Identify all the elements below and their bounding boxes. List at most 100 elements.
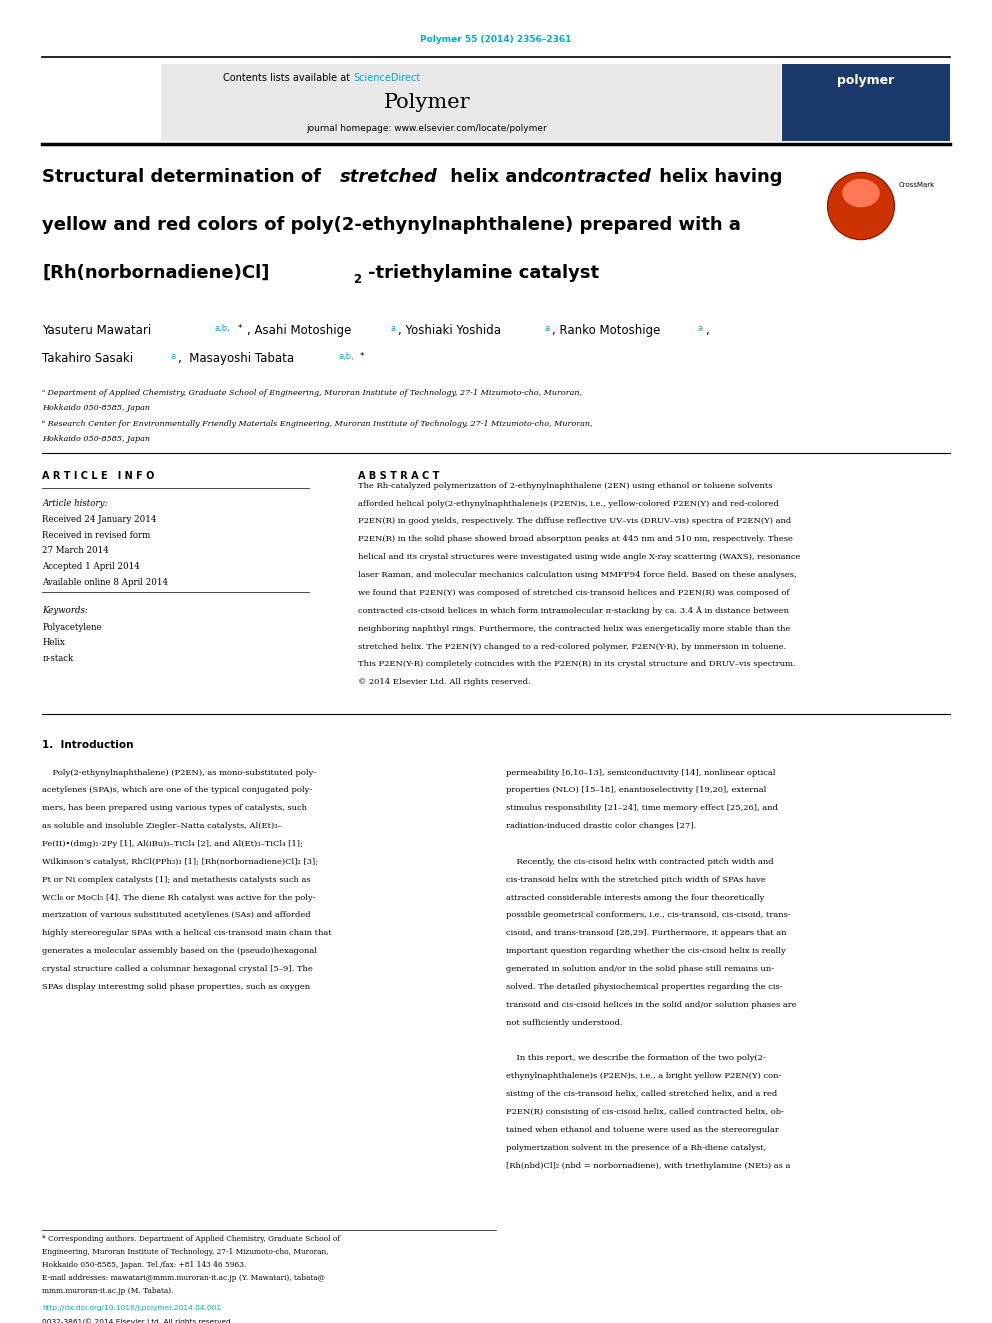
Text: ,  Masayoshi Tabata: , Masayoshi Tabata <box>179 352 295 365</box>
Text: stimulus responsibility [21–24], time memory effect [25,26], and: stimulus responsibility [21–24], time me… <box>506 804 778 812</box>
Text: neighboring naphthyl rings. Furthermore, the contracted helix was energetically : neighboring naphthyl rings. Furthermore,… <box>358 624 791 632</box>
Text: attracted considerable interests among the four theoretically: attracted considerable interests among t… <box>506 893 764 902</box>
Text: * Corresponding authors. Department of Applied Chemistry, Graduate School of: * Corresponding authors. Department of A… <box>43 1236 340 1244</box>
Text: yellow and red colors of poly(2-ethynylnaphthalene) prepared with a: yellow and red colors of poly(2-ethynyln… <box>43 217 741 234</box>
Text: transoid and cis-cisoid helices in the solid and/or solution phases are: transoid and cis-cisoid helices in the s… <box>506 1000 797 1009</box>
Text: a: a <box>171 352 176 361</box>
Text: WCl₆ or MoCl₅ [4]. The diene Rh catalyst was active for the poly-: WCl₆ or MoCl₅ [4]. The diene Rh catalyst… <box>43 893 315 902</box>
Text: 2: 2 <box>353 274 361 286</box>
Text: Contents lists available at: Contents lists available at <box>223 73 353 82</box>
Text: we found that P2EN(Y) was composed of stretched cis-transoid helices and P2EN(R): we found that P2EN(Y) was composed of st… <box>358 589 790 597</box>
Text: Received in revised form: Received in revised form <box>43 531 151 540</box>
Text: Received 24 January 2014: Received 24 January 2014 <box>43 516 157 524</box>
Text: radiation-induced drastic color changes [27].: radiation-induced drastic color changes … <box>506 822 696 830</box>
Text: Structural determination of: Structural determination of <box>43 168 327 187</box>
Text: http://dx.doi.org/10.1016/j.polymer.2014.04.001: http://dx.doi.org/10.1016/j.polymer.2014… <box>43 1304 221 1311</box>
Text: Poly(2-ethynylnaphthalene) (P2EN), as mono-substituted poly-: Poly(2-ethynylnaphthalene) (P2EN), as mo… <box>43 769 316 777</box>
Ellipse shape <box>827 172 895 239</box>
Text: , Asahi Motoshige: , Asahi Motoshige <box>247 324 352 337</box>
Text: Hokkaido 050-8585, Japan: Hokkaido 050-8585, Japan <box>43 404 150 411</box>
Text: 27 March 2014: 27 March 2014 <box>43 546 109 556</box>
Text: tained when ethanol and toluene were used as the stereoregular: tained when ethanol and toluene were use… <box>506 1126 779 1134</box>
Text: stretched helix. The P2EN(Y) changed to a red-colored polymer, P2EN(Y-R), by imm: stretched helix. The P2EN(Y) changed to … <box>358 643 786 651</box>
Text: Yasuteru Mawatari: Yasuteru Mawatari <box>43 324 152 337</box>
Text: stretched: stretched <box>340 168 437 187</box>
Text: sisting of the cis-transoid helix, called stretched helix, and a red: sisting of the cis-transoid helix, calle… <box>506 1090 777 1098</box>
Text: Polymer: Polymer <box>384 94 470 112</box>
Text: Helix: Helix <box>43 639 65 647</box>
Text: ethynylnaphthalene)s (P2EN)s, i.e., a bright yellow P2EN(Y) con-: ethynylnaphthalene)s (P2EN)s, i.e., a br… <box>506 1072 782 1081</box>
Text: P2EN(R) in good yields, respectively. The diffuse reflective UV–vis (DRUV–vis) s: P2EN(R) in good yields, respectively. Th… <box>358 517 792 525</box>
Text: a: a <box>391 324 396 333</box>
Text: a: a <box>697 324 702 333</box>
Text: A B S T R A C T: A B S T R A C T <box>358 471 439 482</box>
Text: Fe(II)•(dmg)₂⋅2Py [1], Al(iBu)₃–TiCl₄ [2], and Al(Et)₃–TiCl₄ [1];: Fe(II)•(dmg)₂⋅2Py [1], Al(iBu)₃–TiCl₄ [2… <box>43 840 304 848</box>
Text: cisoid, and trans-transoid [28,29]. Furthermore, it appears that an: cisoid, and trans-transoid [28,29]. Furt… <box>506 929 787 938</box>
Text: as soluble and insoluble Ziegler–Natta catalysts, Al(Et)₃–: as soluble and insoluble Ziegler–Natta c… <box>43 822 282 830</box>
Text: helix and: helix and <box>443 168 549 187</box>
Text: Hokkaido 050-8585, Japan: Hokkaido 050-8585, Japan <box>43 435 150 443</box>
Text: helix having: helix having <box>653 168 783 187</box>
Text: Recently, the cis-cisoid helix with contracted pitch width and: Recently, the cis-cisoid helix with cont… <box>506 857 774 867</box>
Text: This P2EN(Y-R) completely coincides with the P2EN(R) in its crystal structure an: This P2EN(Y-R) completely coincides with… <box>358 660 796 668</box>
Text: mmm.muroran-it.ac.jp (M. Tabata).: mmm.muroran-it.ac.jp (M. Tabata). <box>43 1287 174 1295</box>
Text: , Ranko Motoshige: , Ranko Motoshige <box>553 324 661 337</box>
Text: Takahiro Sasaki: Takahiro Sasaki <box>43 352 133 365</box>
Text: ᵇ Research Center for Environmentally Friendly Materials Engineering, Muroran In: ᵇ Research Center for Environmentally Fr… <box>43 419 593 427</box>
FancyBboxPatch shape <box>782 64 949 142</box>
Text: highly stereoregular SPAs with a helical cis-transoid main chain that: highly stereoregular SPAs with a helical… <box>43 929 332 938</box>
Text: *: * <box>237 324 242 333</box>
Text: Engineering, Muroran Institute of Technology, 27-1 Mizumoto-cho, Muroran,: Engineering, Muroran Institute of Techno… <box>43 1248 328 1256</box>
Text: π-stack: π-stack <box>43 654 73 663</box>
Text: polymer: polymer <box>837 74 895 87</box>
Text: Wilkinson’s catalyst, RhCl(PPh₃)₃ [1]; [Rh(norbornadiene)Cl]₂ [3];: Wilkinson’s catalyst, RhCl(PPh₃)₃ [1]; [… <box>43 857 318 867</box>
Text: [Rh(nbd)Cl]₂ (nbd = norbornadiene), with triethylamine (NEt₃) as a: [Rh(nbd)Cl]₂ (nbd = norbornadiene), with… <box>506 1162 791 1170</box>
Text: P2EN(R) in the solid phase showed broad absorption peaks at 445 nm and 510 nm, r: P2EN(R) in the solid phase showed broad … <box>358 536 793 544</box>
Text: SPAs display interesting solid phase properties, such as oxygen: SPAs display interesting solid phase pro… <box>43 983 310 991</box>
Text: P2EN(R) consisting of cis-cisoid helix, called contracted helix, ob-: P2EN(R) consisting of cis-cisoid helix, … <box>506 1107 784 1117</box>
Text: Article history:: Article history: <box>43 499 107 508</box>
Text: Hokkaido 050-8585, Japan. Tel./fax: +81 143 46 5963.: Hokkaido 050-8585, Japan. Tel./fax: +81 … <box>43 1261 246 1269</box>
Text: generates a molecular assembly based on the (pseudo)hexagonal: generates a molecular assembly based on … <box>43 947 317 955</box>
Text: mers, has been prepared using various types of catalysts, such: mers, has been prepared using various ty… <box>43 804 308 812</box>
Text: a: a <box>545 324 550 333</box>
Text: ScienceDirect: ScienceDirect <box>353 73 421 82</box>
Text: [Rh(norbornadiene)Cl]: [Rh(norbornadiene)Cl] <box>43 265 270 282</box>
Text: © 2014 Elsevier Ltd. All rights reserved.: © 2014 Elsevier Ltd. All rights reserved… <box>358 679 531 687</box>
Text: , Yoshiaki Yoshida: , Yoshiaki Yoshida <box>399 324 501 337</box>
Text: solved. The detailed physiochemical properties regarding the cis-: solved. The detailed physiochemical prop… <box>506 983 783 991</box>
Text: polymerization solvent in the presence of a Rh-diene catalyst,: polymerization solvent in the presence o… <box>506 1143 766 1152</box>
Text: -triethylamine catalyst: -triethylamine catalyst <box>368 265 599 282</box>
Text: not sufficiently understood.: not sufficiently understood. <box>506 1019 622 1027</box>
Text: afforded helical poly(2-ethynylnaphthalene)s (P2EN)s, i.e., yellow-colored P2EN(: afforded helical poly(2-ethynylnaphthale… <box>358 500 779 508</box>
Text: The Rh-catalyzed polymerization of 2-ethynylnaphthalene (2EN) using ethanol or t: The Rh-catalyzed polymerization of 2-eth… <box>358 482 773 490</box>
Text: acetylenes (SPA)s, which are one of the typical conjugated poly-: acetylenes (SPA)s, which are one of the … <box>43 786 312 794</box>
Text: contracted cis-cisoid helices in which form intramolecular π-stacking by ca. 3.4: contracted cis-cisoid helices in which f… <box>358 607 789 615</box>
Text: permeability [6,10–13], semiconductivity [14], nonlinear optical: permeability [6,10–13], semiconductivity… <box>506 769 776 777</box>
Text: important question regarding whether the cis-cisoid helix is really: important question regarding whether the… <box>506 947 786 955</box>
Text: a,b,: a,b, <box>338 352 354 361</box>
Text: ᵃ Department of Applied Chemistry, Graduate School of Engineering, Muroran Insti: ᵃ Department of Applied Chemistry, Gradu… <box>43 389 582 397</box>
Text: journal homepage: www.elsevier.com/locate/polymer: journal homepage: www.elsevier.com/locat… <box>307 124 548 134</box>
Text: merization of various substituted acetylenes (SAs) and afforded: merization of various substituted acetyl… <box>43 912 310 919</box>
Text: In this report, we describe the formation of the two poly(2-: In this report, we describe the formatio… <box>506 1054 766 1062</box>
Text: ,: , <box>705 324 709 337</box>
Text: Keywords:: Keywords: <box>43 606 88 615</box>
Text: crystal structure called a columnar hexagonal crystal [5–9]. The: crystal structure called a columnar hexa… <box>43 964 313 974</box>
Text: Available online 8 April 2014: Available online 8 April 2014 <box>43 578 169 586</box>
Text: E-mail addresses: mawatari@mmm.muroran-it.ac.jp (Y. Mawatari), tabata@: E-mail addresses: mawatari@mmm.muroran-i… <box>43 1274 325 1282</box>
Text: Pt or Ni complex catalysts [1]; and metathesis catalysts such as: Pt or Ni complex catalysts [1]; and meta… <box>43 876 310 884</box>
Text: contracted: contracted <box>542 168 652 187</box>
Ellipse shape <box>842 179 880 208</box>
Text: a,b,: a,b, <box>215 324 230 333</box>
Text: 1.  Introduction: 1. Introduction <box>43 740 134 750</box>
Text: A R T I C L E   I N F O: A R T I C L E I N F O <box>43 471 155 482</box>
Text: CrossMark: CrossMark <box>899 183 934 188</box>
Text: Polymer 55 (2014) 2356–2361: Polymer 55 (2014) 2356–2361 <box>421 36 571 44</box>
Text: Accepted 1 April 2014: Accepted 1 April 2014 <box>43 562 140 572</box>
Text: properties (NLO) [15–18], enantioselectivity [19,20], external: properties (NLO) [15–18], enantioselecti… <box>506 786 766 794</box>
Text: possible geometrical conformers, i.e., cis-transoid, cis-cisoid, trans-: possible geometrical conformers, i.e., c… <box>506 912 791 919</box>
Text: laser Raman, and molecular mechanics calculation using MMFF94 force field. Based: laser Raman, and molecular mechanics cal… <box>358 572 797 579</box>
Text: helical and its crystal structures were investigated using wide angle X-ray scat: helical and its crystal structures were … <box>358 553 801 561</box>
Text: cis-transoid helix with the stretched pitch width of SPAs have: cis-transoid helix with the stretched pi… <box>506 876 766 884</box>
